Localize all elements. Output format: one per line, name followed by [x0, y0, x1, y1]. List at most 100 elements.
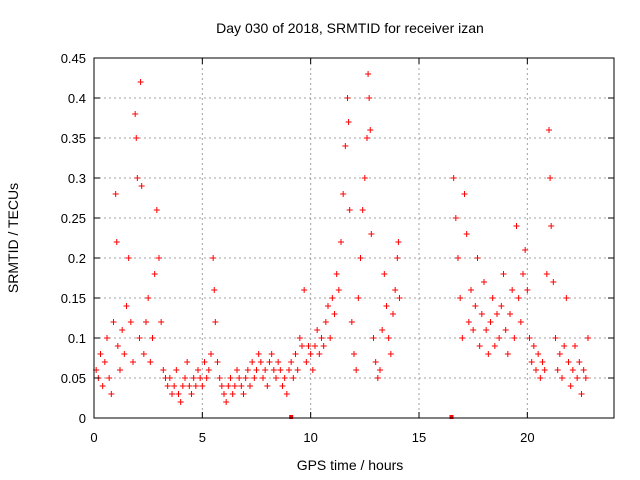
data-point — [517, 319, 524, 325]
data-point — [574, 375, 581, 381]
data-point — [231, 383, 238, 389]
data-point — [214, 359, 221, 365]
data-point — [125, 255, 132, 261]
data-point — [474, 255, 481, 261]
data-point — [164, 383, 171, 389]
data-point — [286, 367, 292, 373]
data-point — [582, 375, 589, 381]
data-point — [160, 367, 167, 373]
data-point — [236, 375, 243, 381]
data-point — [199, 383, 206, 389]
data-point — [576, 359, 583, 365]
data-point — [137, 79, 144, 85]
data-point — [450, 175, 457, 181]
baseline-mark — [449, 415, 454, 419]
data-point — [396, 295, 403, 301]
data-point — [166, 375, 173, 381]
y-axis-ticks: 0 0.05 0.1 0.15 0.2 0.25 0.3 0.35 0.4 0.45 — [61, 51, 614, 426]
data-point — [229, 391, 236, 397]
data-point — [173, 367, 180, 373]
data-point — [535, 351, 542, 357]
data-point — [314, 327, 321, 333]
data-point — [539, 359, 546, 365]
y-tick-label: 0.3 — [68, 171, 86, 186]
data-point — [530, 343, 537, 349]
data-point — [238, 383, 245, 389]
data-point — [468, 287, 474, 293]
data-point — [472, 303, 479, 309]
data-point — [580, 367, 587, 373]
data-point — [210, 255, 217, 261]
data-point — [184, 359, 191, 365]
data-point — [275, 359, 282, 365]
data-point — [188, 391, 195, 397]
data-point — [227, 375, 234, 381]
data-point — [270, 367, 277, 373]
data-point — [201, 359, 208, 365]
data-point — [377, 367, 383, 373]
data-point — [478, 311, 485, 317]
data-point — [158, 319, 165, 325]
data-point — [481, 279, 487, 285]
data-point — [253, 367, 260, 373]
data-point — [104, 335, 110, 341]
data-point — [470, 327, 477, 333]
data-point — [552, 335, 559, 341]
data-point — [355, 295, 362, 301]
data-point — [348, 319, 355, 325]
data-point — [392, 287, 399, 293]
data-point — [268, 351, 275, 357]
data-point — [476, 343, 483, 349]
data-point — [381, 271, 388, 277]
data-point — [132, 111, 139, 117]
y-tick-label: 0.15 — [61, 291, 86, 306]
data-point — [121, 351, 128, 357]
x-tick-label: 20 — [520, 430, 534, 445]
data-point — [114, 343, 121, 349]
data-point — [585, 335, 591, 341]
data-point — [359, 207, 366, 213]
y-tick-label: 0 — [79, 411, 86, 426]
data-point — [296, 335, 303, 341]
data-point — [504, 351, 511, 357]
data-point — [260, 375, 266, 381]
data-point — [572, 343, 578, 349]
data-point — [547, 175, 554, 181]
baseline-mark — [289, 415, 294, 419]
data-point — [364, 135, 370, 141]
data-point — [338, 239, 344, 245]
data-point — [548, 223, 555, 229]
data-point — [212, 319, 219, 325]
data-point — [374, 375, 381, 381]
data-point — [390, 311, 396, 317]
data-point — [216, 375, 223, 381]
data-point — [175, 391, 182, 397]
data-point — [136, 335, 143, 341]
data-point — [151, 271, 158, 277]
data-points — [93, 71, 591, 419]
data-point — [169, 391, 175, 397]
data-point — [97, 351, 104, 357]
data-point — [208, 351, 214, 357]
data-point — [99, 383, 106, 389]
data-point — [387, 351, 394, 357]
data-point — [182, 375, 188, 381]
data-point — [106, 375, 113, 381]
data-point — [179, 383, 186, 389]
data-point — [335, 287, 342, 293]
data-point — [342, 143, 349, 149]
data-point — [225, 383, 232, 389]
data-point — [483, 327, 490, 333]
data-point — [569, 367, 576, 373]
data-point — [325, 303, 331, 309]
data-point — [578, 391, 585, 397]
data-point — [123, 303, 130, 309]
data-point — [221, 391, 227, 397]
data-point — [153, 207, 160, 213]
data-point — [257, 359, 264, 365]
data-point — [119, 327, 126, 333]
data-point — [543, 271, 550, 277]
data-point — [197, 375, 204, 381]
data-point — [556, 351, 563, 357]
plot-border — [93, 57, 615, 419]
